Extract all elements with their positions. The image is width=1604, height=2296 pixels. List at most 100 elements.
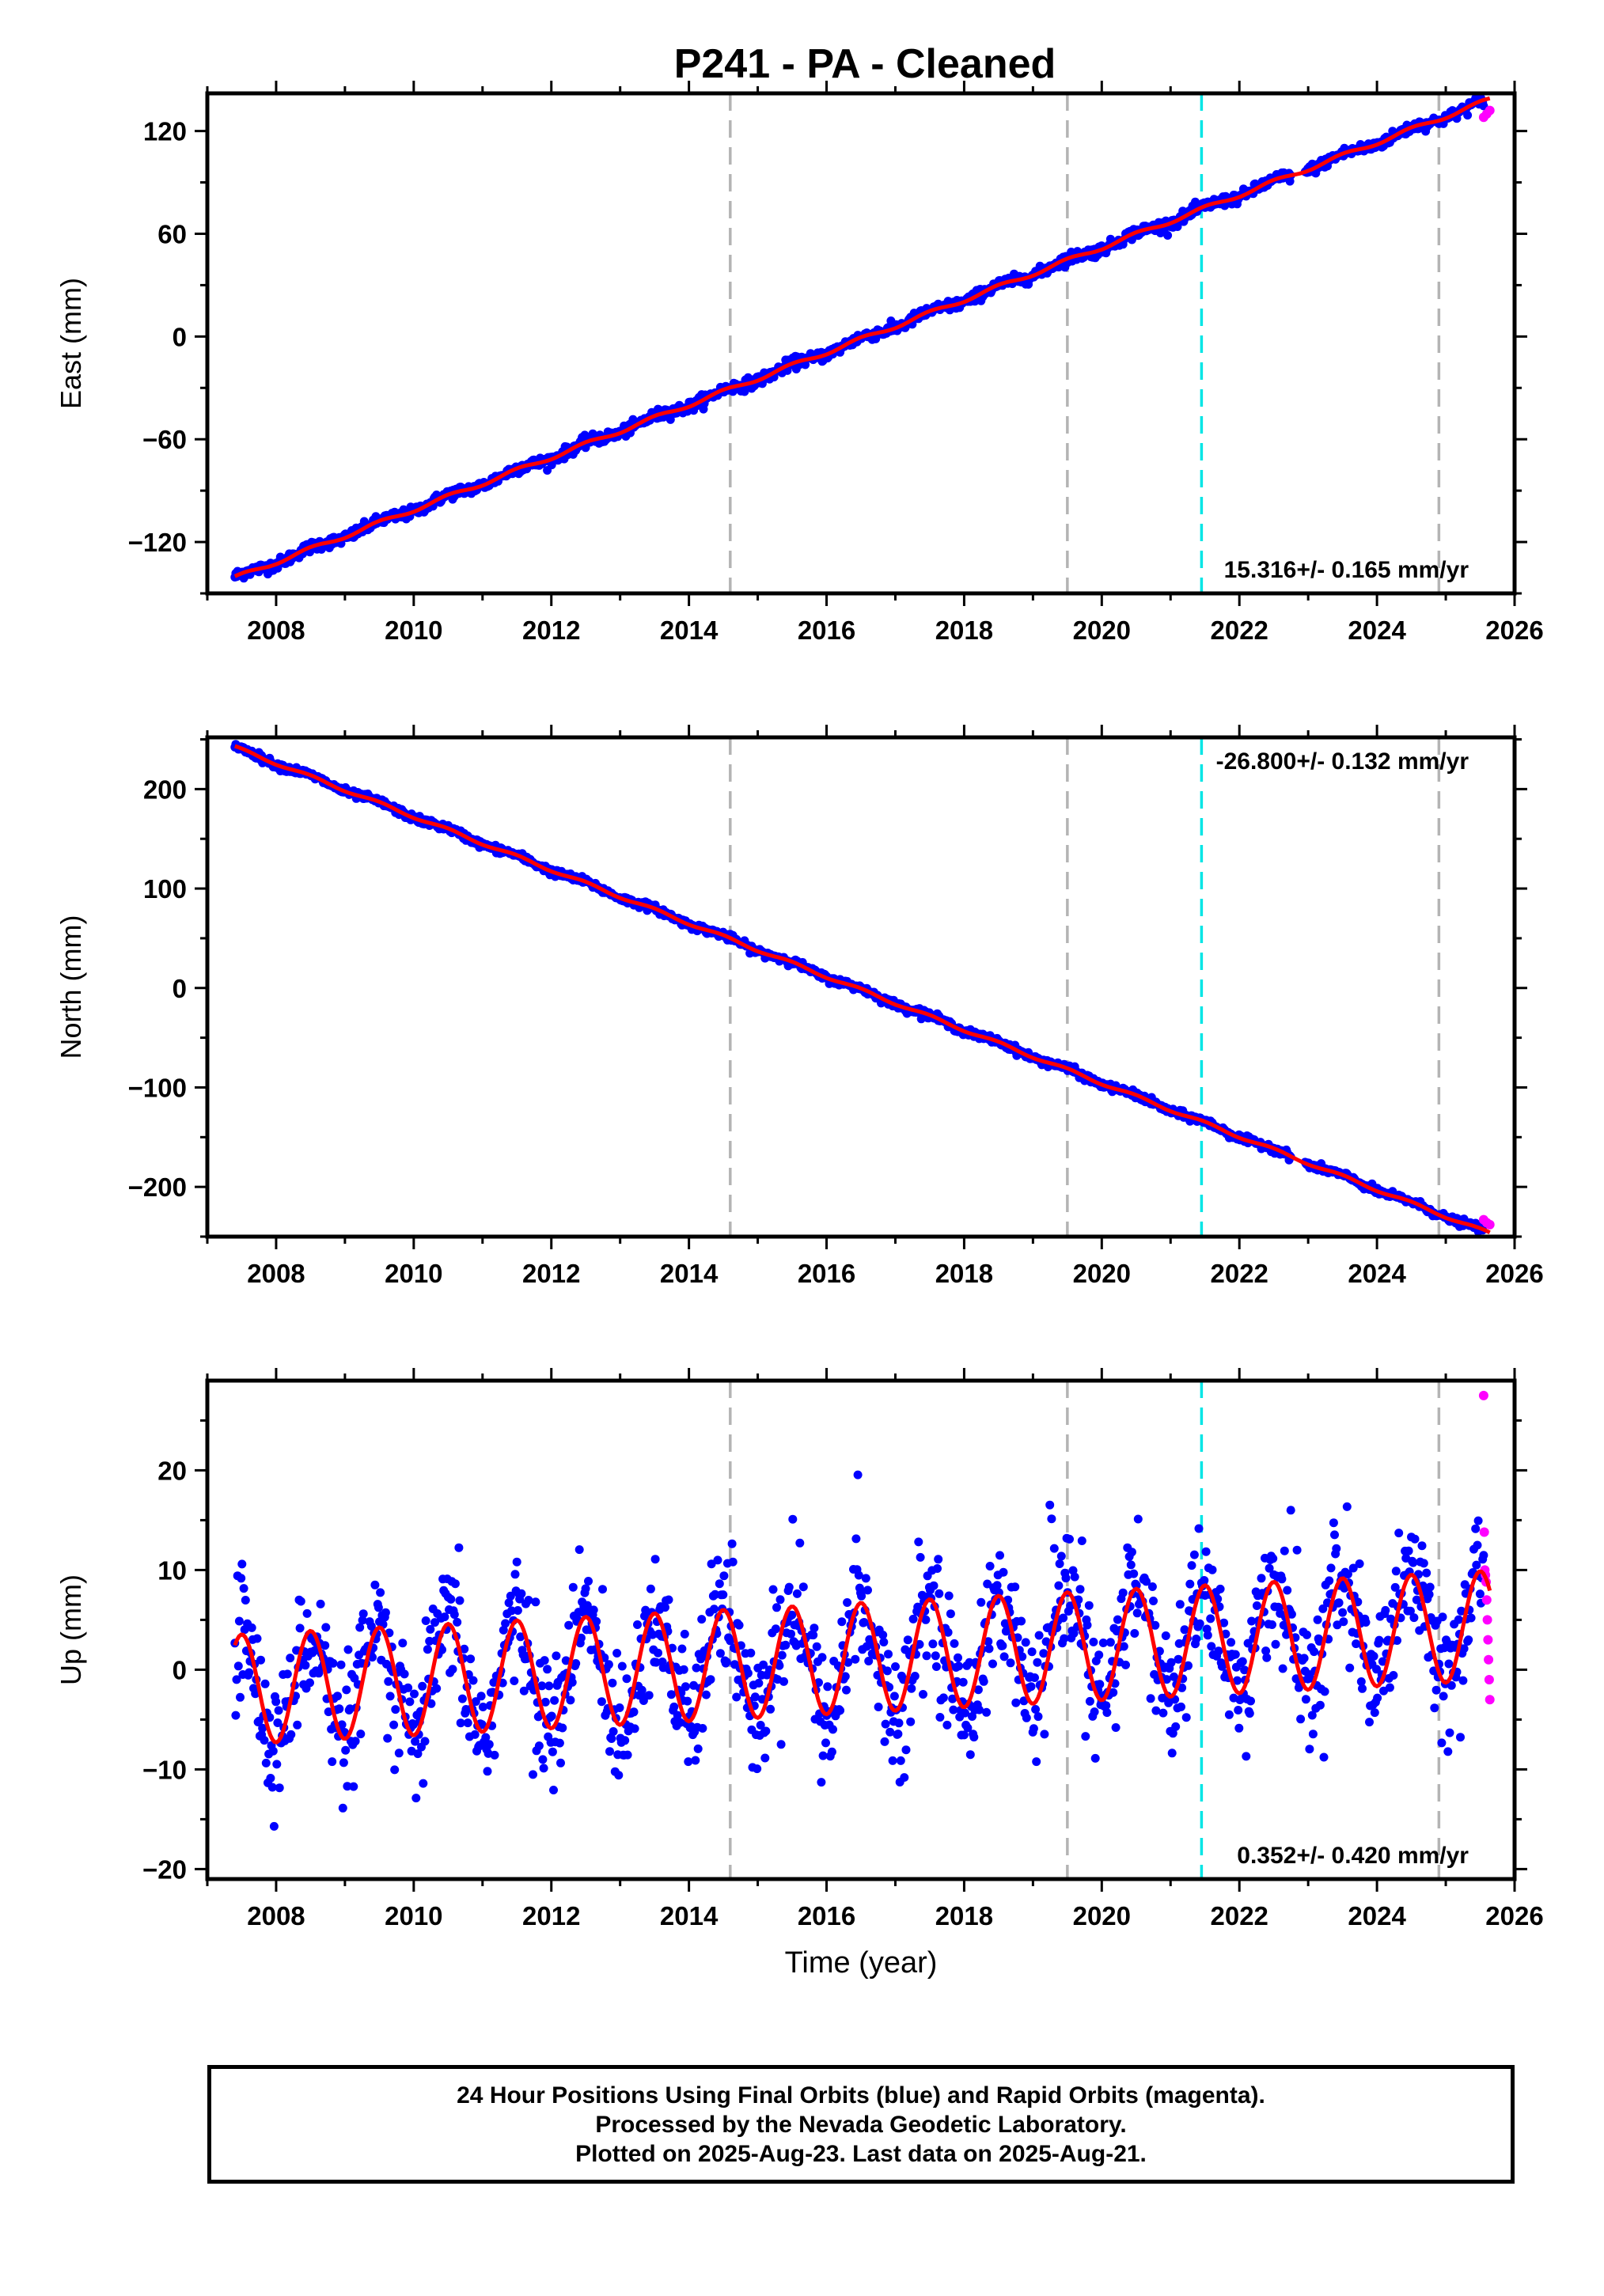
data-point [908, 1614, 918, 1623]
data-point [1277, 1574, 1287, 1584]
data-point [651, 1658, 661, 1667]
data-point [760, 1753, 770, 1763]
data-point [1372, 1665, 1381, 1674]
data-point [644, 1691, 654, 1700]
data-point [1147, 1582, 1157, 1591]
data-point [336, 1660, 346, 1669]
data-point [1208, 1565, 1217, 1574]
data-point [1320, 1687, 1329, 1696]
data-point [529, 1770, 537, 1779]
model-curve [233, 96, 1491, 578]
data-point [753, 1764, 762, 1774]
data-point [684, 1757, 693, 1767]
data-point [976, 1597, 986, 1607]
data-point [1111, 1723, 1121, 1732]
caption-line-3: Plotted on 2025-Aug-23. Last data on 202… [575, 2140, 1147, 2167]
data-point [1444, 1659, 1454, 1669]
y-tick-label: −60 [142, 425, 187, 454]
data-point [1310, 1647, 1319, 1657]
data-point [1296, 1714, 1306, 1724]
data-point [1070, 1572, 1079, 1582]
data-point [516, 1632, 525, 1642]
data-point [844, 1658, 853, 1667]
data-point [817, 1653, 827, 1662]
data-point [857, 1591, 866, 1601]
data-point [534, 1741, 544, 1751]
data-point [884, 1650, 893, 1659]
data-point [301, 1661, 310, 1670]
data-point [615, 1703, 624, 1712]
data-point [519, 1686, 529, 1695]
data-point [286, 1730, 296, 1739]
data-point [1168, 1729, 1177, 1738]
data-point [1412, 1595, 1421, 1605]
data-point [305, 1678, 314, 1688]
x-tick-label: 2008 [247, 616, 305, 645]
data-point [915, 1639, 924, 1649]
data-point [260, 1679, 270, 1688]
data-point [1142, 1577, 1151, 1586]
data-point [571, 1659, 581, 1668]
rapid-point [1485, 1695, 1495, 1705]
data-point [1369, 1651, 1378, 1661]
data-point [405, 1697, 415, 1707]
data-point [543, 1665, 552, 1674]
data-point [901, 1745, 911, 1755]
data-point [888, 1756, 897, 1765]
data-point [1404, 1546, 1413, 1555]
data-point [1189, 1550, 1199, 1559]
data-point [1089, 1637, 1098, 1646]
data-point [810, 1623, 819, 1633]
data-point [779, 1677, 788, 1686]
data-point [1151, 1706, 1161, 1715]
data-point [419, 1779, 428, 1788]
data-point [954, 1661, 964, 1671]
data-point [374, 1603, 383, 1612]
data-point [1132, 1608, 1142, 1618]
data-point [1129, 1569, 1139, 1578]
data-point [1238, 1657, 1247, 1666]
data-point [1326, 1563, 1336, 1573]
rate-label: 15.316+/- 0.165 mm/yr [1224, 557, 1469, 583]
data-point [984, 1637, 993, 1646]
data-point [1181, 1713, 1191, 1722]
data-point [411, 1794, 421, 1803]
data-point [1358, 1684, 1367, 1693]
x-tick-label: 2020 [1073, 1259, 1131, 1288]
data-point [710, 1605, 719, 1614]
data-point [921, 1615, 931, 1624]
data-point [598, 1585, 607, 1594]
data-point [795, 1538, 805, 1548]
data-point [1352, 1639, 1361, 1649]
data-point [476, 1692, 486, 1701]
data-point [1437, 1738, 1447, 1748]
data-point [420, 1737, 430, 1746]
data-point [639, 1696, 648, 1705]
data-point [842, 1685, 851, 1695]
data-point [343, 1782, 352, 1791]
data-point [1227, 1638, 1236, 1647]
data-point [1187, 1561, 1196, 1570]
data-point [1192, 1635, 1201, 1643]
data-point [772, 1603, 781, 1612]
data-point [368, 1653, 377, 1662]
data-point [999, 1567, 1008, 1577]
data-point [1475, 1589, 1485, 1599]
data-point [581, 1584, 590, 1593]
data-point [1307, 1711, 1317, 1720]
data-point [1021, 1638, 1030, 1647]
data-point [567, 1677, 577, 1687]
rapid-orbit-points [1478, 1390, 1495, 1705]
data-point [421, 1616, 430, 1625]
data-point [547, 1711, 556, 1721]
x-tick-label: 2026 [1485, 1901, 1543, 1930]
data-point [448, 1665, 457, 1674]
data-point [906, 1717, 916, 1726]
data-point [1055, 1559, 1064, 1568]
data-point [1214, 1646, 1223, 1656]
data-point [432, 1684, 442, 1693]
data-point [430, 1618, 439, 1627]
data-point [286, 1654, 295, 1663]
data-point [236, 1692, 245, 1702]
data-point [889, 1692, 899, 1701]
